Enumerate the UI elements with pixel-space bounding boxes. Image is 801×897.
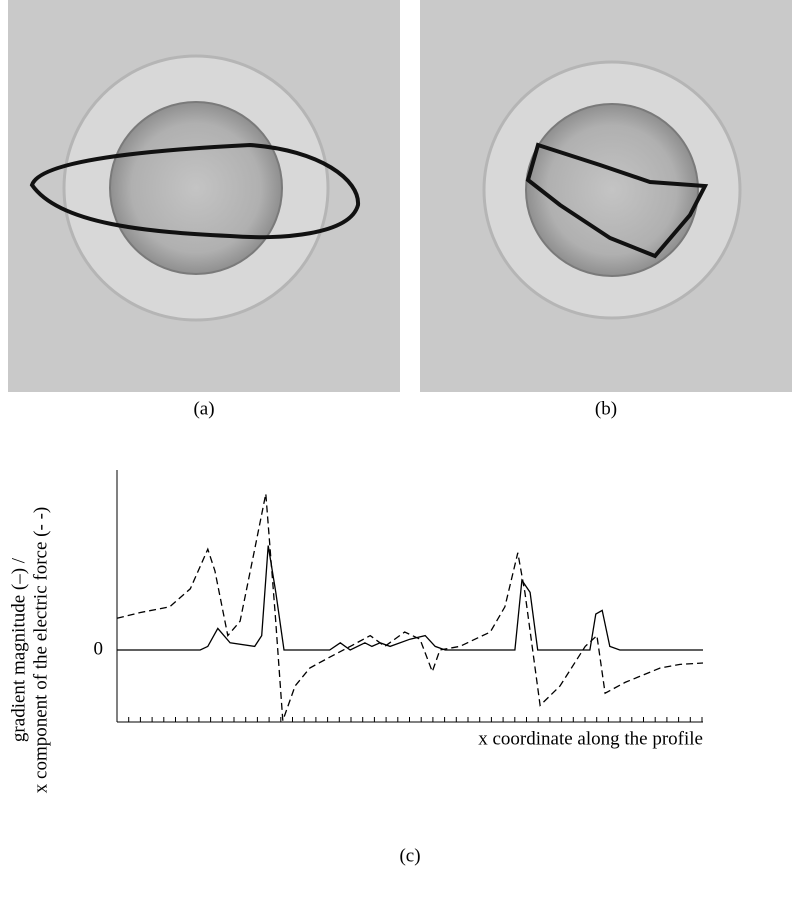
- image-a: [8, 0, 400, 392]
- y-axis-label: gradient magnitude (–) / x component of …: [8, 507, 51, 793]
- y-label-line: x component of the electric force (- -): [30, 507, 51, 793]
- image-b: [420, 0, 792, 392]
- y-tick-label: 0: [94, 638, 104, 659]
- caption: (b): [595, 398, 617, 419]
- caption: (a): [193, 398, 214, 419]
- x-axis-label: x coordinate along the profile: [478, 728, 703, 749]
- caption: (c): [399, 845, 420, 866]
- series-line: [116, 493, 704, 721]
- y-label-line: gradient magnitude (–) /: [8, 557, 29, 742]
- series-line: [117, 545, 703, 651]
